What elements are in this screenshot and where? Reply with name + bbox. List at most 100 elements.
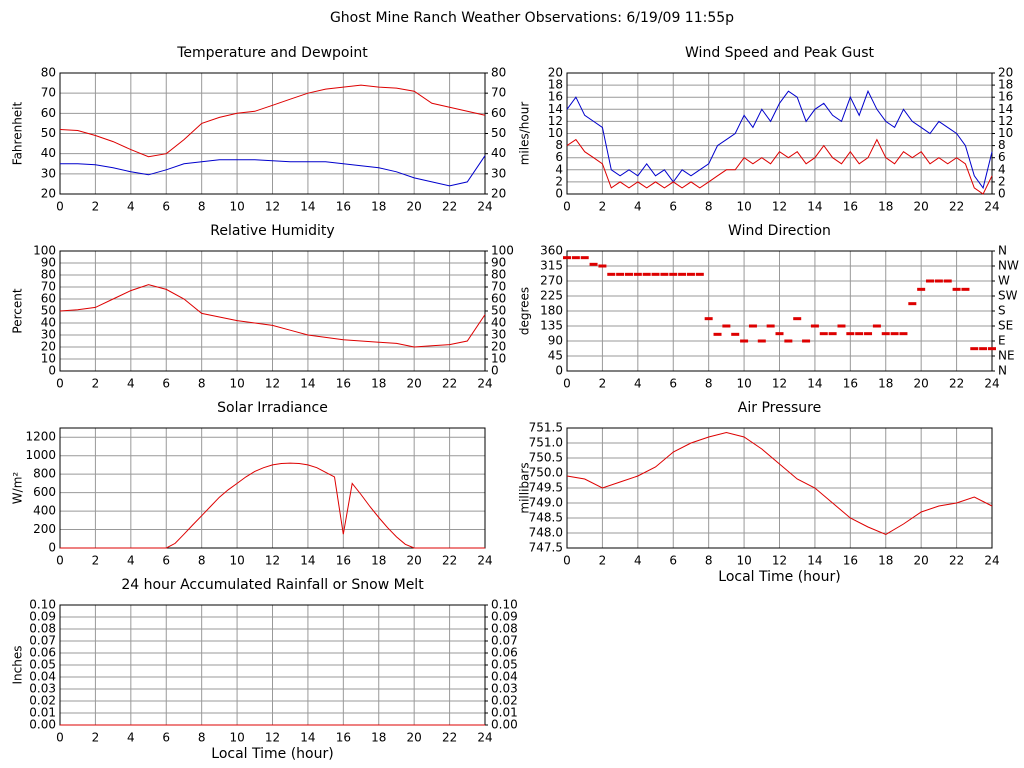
point <box>731 332 740 336</box>
series-line <box>60 155 486 187</box>
x-tick-label: 24 <box>477 377 492 391</box>
y-tick-label: 0.10 <box>29 598 56 612</box>
y2-tick-label: 12 <box>998 114 1013 128</box>
y-tick-label: 20 <box>41 187 56 201</box>
point <box>616 272 625 276</box>
x-tick-label: 12 <box>772 554 787 568</box>
y-tick-label: 0.07 <box>29 634 56 648</box>
x-tick-label: 14 <box>807 200 822 214</box>
y-tick-label: 0.06 <box>29 646 56 660</box>
y-tick-label: 40 <box>41 316 56 330</box>
y2-tick-label: 60 <box>491 106 506 120</box>
y2-tick-label: 70 <box>491 86 506 100</box>
x-tick-label: 6 <box>669 377 677 391</box>
point <box>943 279 952 283</box>
x-tick-label: 14 <box>807 377 822 391</box>
x-tick-label: 18 <box>371 377 386 391</box>
point <box>598 264 607 268</box>
x-tick-label: 0 <box>56 554 64 568</box>
y-tick-label: 0.09 <box>29 610 56 624</box>
point <box>890 332 899 336</box>
x-tick-label: 22 <box>442 200 457 214</box>
x-tick-label: 20 <box>407 377 422 391</box>
x-tick-label: 24 <box>984 200 999 214</box>
point <box>678 272 687 276</box>
x-tick-label: 18 <box>878 377 893 391</box>
plot-border <box>59 72 486 195</box>
y2-tick-label: 90 <box>491 256 506 270</box>
series-line <box>566 431 993 536</box>
y2-tick-label: 0.07 <box>491 634 518 648</box>
y-tick-label: 0.04 <box>29 670 56 684</box>
x-tick-label: 14 <box>300 200 315 214</box>
y-tick-label: 749.0 <box>529 496 563 510</box>
y-tick-label: 60 <box>41 106 56 120</box>
x-tick-label: 20 <box>407 731 422 745</box>
y-axis-label: Percent <box>11 288 25 333</box>
x-tick-label: 8 <box>198 731 206 745</box>
x-tick-label: 10 <box>736 554 751 568</box>
x-tick-label: 0 <box>56 200 64 214</box>
y-tick-label: 400 <box>33 504 56 518</box>
y-tick-label: 70 <box>41 86 56 100</box>
y2-tick-label: 100 <box>491 244 514 258</box>
chart-title: Solar Irradiance <box>217 400 328 416</box>
x-tick-label: 16 <box>336 200 351 214</box>
x-tick-label: 14 <box>807 554 822 568</box>
y2-tick-label: 30 <box>491 328 506 342</box>
y2-tick-label: 80 <box>491 268 506 282</box>
x-tick-label: 12 <box>772 377 787 391</box>
chart-title: Relative Humidity <box>210 223 334 239</box>
x-tick-label: 10 <box>736 200 751 214</box>
y2-tick-label: 30 <box>491 166 506 180</box>
y2-tick-label: E <box>998 334 1006 348</box>
x-tick-label: 18 <box>878 554 893 568</box>
point <box>686 272 695 276</box>
series-line <box>59 284 486 348</box>
chart-title: Air Pressure <box>738 400 821 416</box>
y-tick-label: 10 <box>548 126 563 140</box>
point <box>713 332 722 336</box>
x-tick-label: 10 <box>229 200 244 214</box>
point <box>837 324 846 328</box>
y-axis-label: miles/hour <box>518 102 532 166</box>
x-tick-label: 6 <box>162 554 170 568</box>
x-tick-label: 24 <box>477 731 492 745</box>
point <box>748 324 757 328</box>
point <box>642 272 651 276</box>
x-tick-label: 10 <box>229 377 244 391</box>
x-tick-label: 12 <box>265 377 280 391</box>
y2-tick-label: NE <box>998 349 1015 363</box>
point <box>952 287 961 291</box>
chart-title: Wind Speed and Peak Gust <box>685 45 874 61</box>
y-tick-label: 4 <box>555 162 563 176</box>
point <box>571 256 580 260</box>
x-tick-label: 22 <box>949 200 964 214</box>
x-tick-label: 16 <box>336 554 351 568</box>
y-axis-label: millibars <box>518 462 532 513</box>
y-tick-label: 0.00 <box>29 718 56 732</box>
x-tick-label: 12 <box>265 554 280 568</box>
y2-tick-label: 14 <box>998 102 1013 116</box>
x-tick-label: 6 <box>669 200 677 214</box>
y-tick-label: 0 <box>48 541 56 555</box>
point <box>607 272 616 276</box>
y-tick-label: 14 <box>548 102 563 116</box>
y-tick-label: 50 <box>41 126 56 140</box>
y-tick-label: 0.08 <box>29 622 56 636</box>
y2-tick-label: 6 <box>998 150 1006 164</box>
y-axis-label: Inches <box>11 646 25 685</box>
y2-tick-label: 0 <box>998 187 1006 201</box>
x-tick-label: 0 <box>56 731 64 745</box>
x-tick-label: 4 <box>127 731 135 745</box>
y2-tick-label: W <box>998 274 1010 288</box>
y-tick-label: 315 <box>540 259 563 273</box>
x-tick-label: 4 <box>634 200 642 214</box>
x-tick-label: 4 <box>127 200 135 214</box>
x-tick-label: 24 <box>984 377 999 391</box>
y2-tick-label: 40 <box>491 316 506 330</box>
point <box>872 324 881 328</box>
x-tick-label: 2 <box>599 377 607 391</box>
x-tick-label: 0 <box>563 554 571 568</box>
point <box>810 324 819 328</box>
